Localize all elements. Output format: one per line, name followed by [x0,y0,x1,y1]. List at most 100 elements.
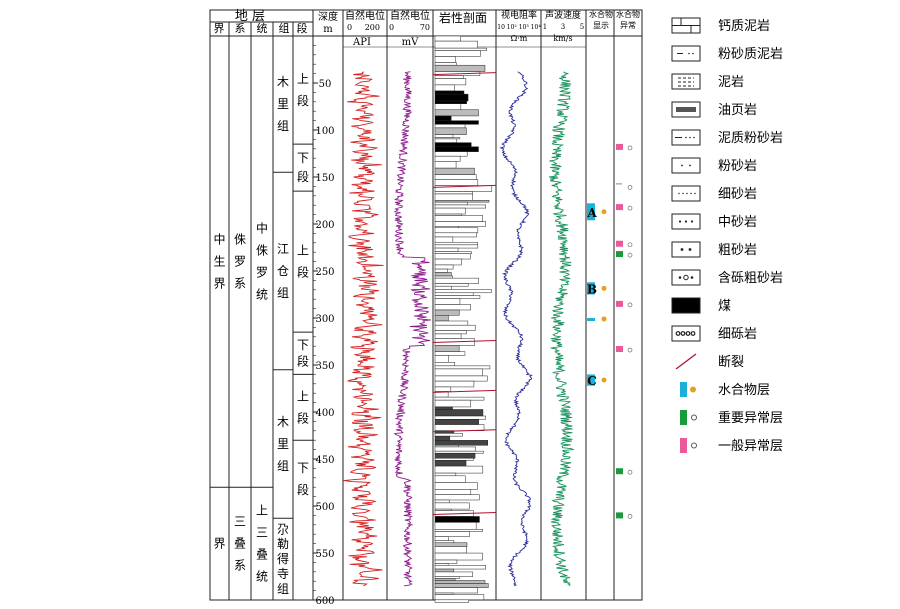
lithology-layer [434,587,478,594]
gas-icon [627,347,633,353]
strat-char: 组 [277,286,289,300]
anomaly-header-l1: 水合物 [616,9,640,19]
vel-unit: km/s [553,34,572,43]
lithology-layer [434,540,455,544]
lithology-layer [434,472,457,477]
lithology-layer [434,258,462,266]
lithology-layer [434,146,479,152]
vel-tick-3: 3 [561,23,565,31]
fault-lines [432,72,497,516]
sp-range-min: 0 [389,23,394,32]
legend-label: 煤 [718,299,731,314]
lithology-layer [434,460,467,467]
col-zu-label: 组 [279,21,290,35]
hydrate-layer-label: C [587,374,597,388]
lithology-layer [434,84,456,92]
legend-label: 重要异常层 [718,410,783,426]
legend-item: 水合物层 [680,382,770,398]
legend-pattern [675,331,681,336]
gamma-unit: API [352,37,371,48]
hydrate-layer-bar [587,318,595,321]
lithology-layer [434,489,472,495]
depth-tick-label: 300 [315,314,334,325]
strat-label-duan: 下段 [297,151,309,184]
strat-char: 江 [277,242,289,256]
legend-item: 钙质泥岩 [671,17,770,34]
legend-pattern [684,220,688,223]
strat-label-jie: 中生界 [213,232,225,291]
lithology-layer [434,309,460,316]
depth-tick-label: 50 [319,79,332,90]
lithology-layer [434,253,471,260]
anomaly-marker [616,204,623,211]
sp-header: 自然电位 [390,9,430,22]
strat-char: 段 [297,169,309,184]
lithology-layer [434,264,454,270]
legend-label: 水合物层 [718,383,770,398]
lithology-layer [434,241,478,246]
lithology-layer [434,207,466,215]
legend-pattern [689,164,691,167]
lithology-layer [434,283,469,287]
legend-pattern [683,274,689,281]
lithology-layer [434,396,485,401]
legend-symbol [680,410,687,425]
lithology-layer [434,244,479,249]
strat-label-xi: 三叠系 [234,515,246,573]
hydrate-header-l2: 显示 [593,21,609,30]
log-frame [209,9,643,601]
legend-label: 泥质粉砂岩 [718,131,783,146]
strat-label-duan: 上段 [297,389,309,425]
lithology-layer [434,424,485,431]
lithology-layer [434,103,462,110]
lithology-layer [434,529,483,532]
depth-header: 深度 [318,10,338,23]
anomaly-header-l2: 异常 [620,21,636,30]
anomaly-marker [616,468,623,475]
strat-char: 里 [277,437,289,451]
lithology-layer [434,531,470,537]
lithology-layer [434,418,479,425]
gas-icon [627,242,633,248]
strat-label-zu: 木里组 [277,415,289,473]
strat-char: 统 [256,570,268,584]
anomaly-marker [616,251,623,258]
depth-tick-label: 250 [315,267,334,278]
lithology-layer [434,399,471,408]
lithology-layer [434,268,448,273]
anomaly-marker [616,300,623,307]
legend-pattern [682,192,684,195]
lithology-layer [434,386,452,392]
lithology-layer [434,275,453,279]
legend-pattern [678,220,682,223]
legend-item: 细砾岩 [671,325,757,342]
lithology-layer [434,161,457,169]
lithology-layer [434,415,486,420]
gamma-curve [343,71,384,587]
legend-pattern [685,331,691,336]
lithology-layer [434,315,449,322]
legend-symbol [671,157,701,174]
legend-item: 煤 [671,297,731,314]
lithology-layer [434,174,477,180]
gas-icon [691,414,697,421]
lithology-layer [434,380,475,388]
lithology-layer [434,35,461,42]
hydrate-layer-bar [587,282,595,295]
lithology-layer [434,368,483,377]
lithology-layer [434,351,466,356]
strat-char: 尕 [277,522,289,536]
lithology-layer [434,124,466,129]
legend-symbol [675,353,697,370]
lithology-layer [434,568,455,573]
legend-symbol [680,382,687,397]
strat-label-zu: 木里组 [277,75,289,133]
gas-icon [627,469,633,475]
lithology-layer [434,232,477,238]
res-unit: Ω·m [511,34,528,43]
fault-line [432,429,497,433]
legend-pattern [678,192,680,195]
col-tong-label: 统 [257,22,268,35]
strat-char: 段 [297,354,309,369]
lithology-layer [434,50,481,57]
